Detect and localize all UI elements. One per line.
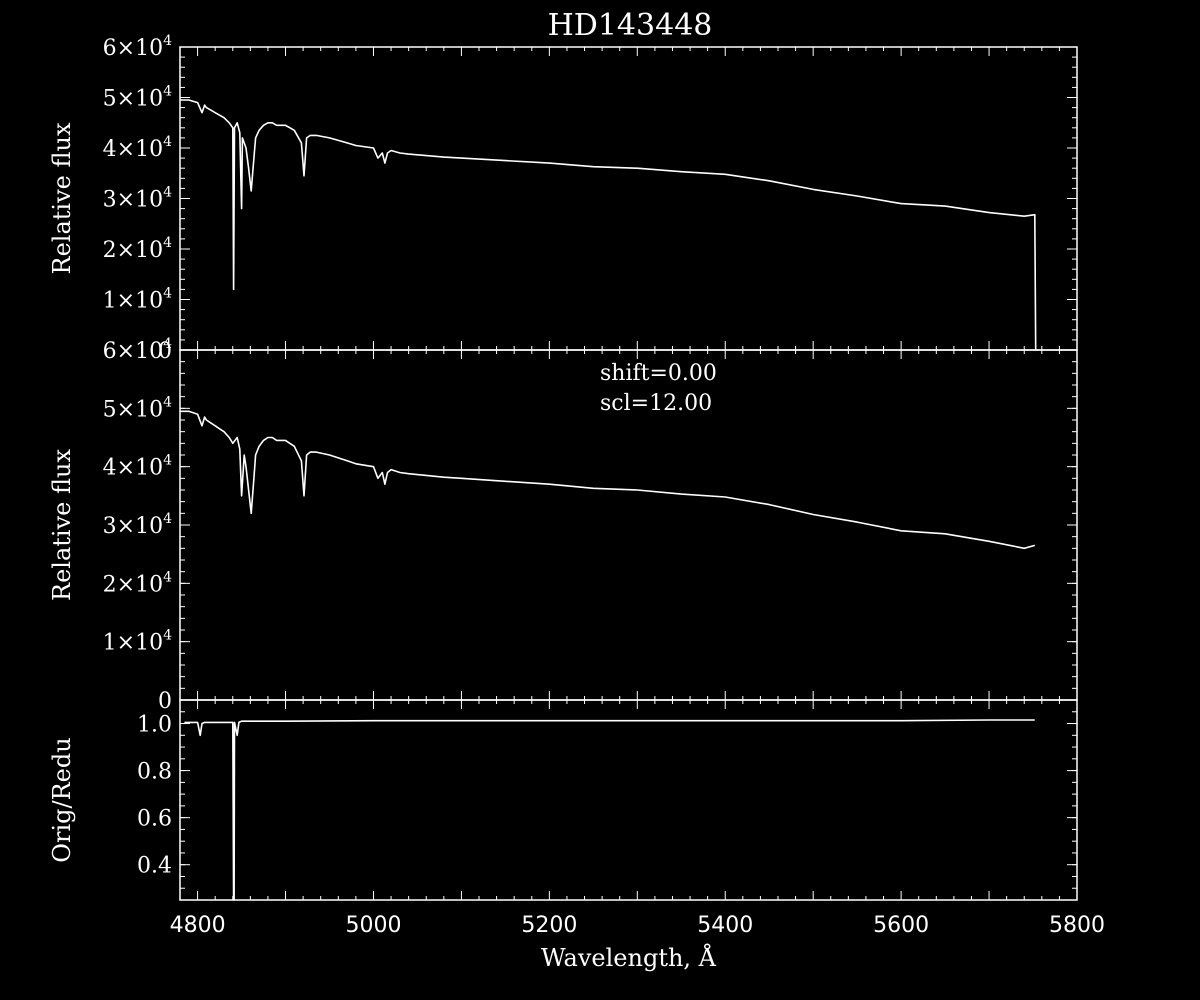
y-tick-label: 4×104 xyxy=(103,453,172,481)
y-tick-label: 0.4 xyxy=(137,854,172,879)
spectrum-line-middle xyxy=(180,410,1036,550)
panel-top: 0 1×104 2×104 3×104 4×104 5×104 6×104 Relative … xyxy=(48,33,1078,364)
y-tick-label: 0.8 xyxy=(137,760,172,785)
y-axis-label: Relative flux xyxy=(48,449,76,601)
spectrum-line-bottom xyxy=(184,719,1035,901)
plot-frame xyxy=(179,699,1078,901)
y-tick-label: 0.6 xyxy=(137,807,172,832)
annotation-text: scl=12.00 xyxy=(600,391,712,416)
y-axis-label: Relative flux xyxy=(48,122,76,274)
plot-frame xyxy=(179,46,1078,351)
panel-bottom: 0.4 0.6 0.8 1.0 Orig/Redu 4800 5000 5200 5400 560… xyxy=(48,699,1105,972)
x-tick-label: 5200 xyxy=(521,913,577,938)
y-tick-label: 2×104 xyxy=(103,235,172,263)
x-tick-label: 4800 xyxy=(170,913,226,938)
x-tick-label: 5000 xyxy=(345,913,401,938)
chart-title: HD143448 xyxy=(548,8,713,43)
y-tick-label: 1×104 xyxy=(103,286,172,314)
y-tick-label: 6×104 xyxy=(103,336,172,364)
y-tick-label: 2×104 xyxy=(103,569,172,597)
y-tick-label: 3×104 xyxy=(103,511,172,539)
y-tick-label: 6×104 xyxy=(103,33,172,61)
x-tick-label: 5400 xyxy=(697,913,753,938)
x-tick-label: 5800 xyxy=(1049,913,1105,938)
y-axis-label: Orig/Redu xyxy=(48,737,76,862)
y-tick-label: 1.0 xyxy=(137,713,172,738)
y-tick-label: 1×104 xyxy=(103,628,172,656)
y-tick-label: 3×104 xyxy=(103,185,172,213)
y-tick-label: 5×104 xyxy=(103,84,172,112)
x-axis-label: Wavelength, Å xyxy=(541,943,717,972)
y-tick-label: 0 xyxy=(158,689,172,714)
y-tick-label: 0 xyxy=(158,339,172,364)
annotation-text: shift=0.00 xyxy=(600,361,717,386)
y-tick-label: 4×104 xyxy=(103,134,172,162)
spectrum-line-top xyxy=(180,99,1037,351)
y-tick-label: 5×104 xyxy=(103,394,172,422)
panel-middle: 0 1×104 2×104 3×104 4×104 5×104 6×104 Relative … xyxy=(48,336,1078,714)
x-tick-label: 5600 xyxy=(873,913,929,938)
